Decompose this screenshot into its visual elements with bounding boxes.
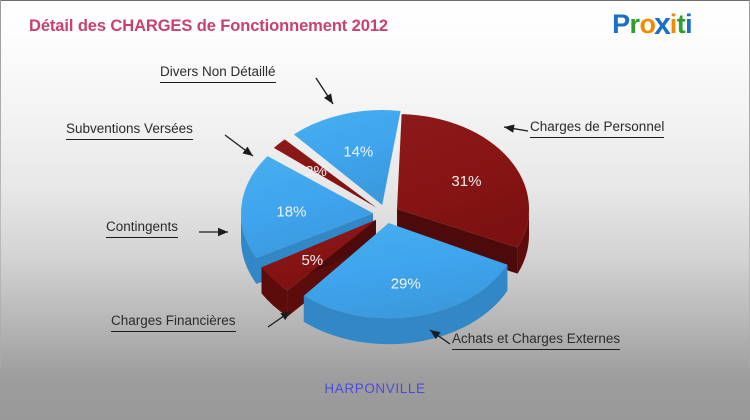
callout-leader-line [267,310,292,328]
pie-slice[interactable] [241,156,374,284]
logo-letter-i2: i [685,9,692,39]
pie-slice-rim [241,213,257,284]
proxiti-logo[interactable]: Proxiti [612,7,692,41]
callout-label-divers-non-detaille[interactable]: Divers Non Détaillé [160,64,276,83]
callout-label-charges-financieres[interactable]: Charges Financières [111,313,236,332]
callout-leader-line [503,126,529,132]
pie-slice-wall [261,219,376,294]
frame-border-left [0,0,1,368]
pie-slice-top[interactable] [397,114,530,248]
pie-slice-percent: 29% [391,276,421,293]
callout-arrow-icon [504,124,515,133]
pie-slice[interactable] [293,110,401,206]
callout-leader-line [224,134,254,157]
callout-arrow-icon [242,146,253,156]
pie-slice-percent: 2% [305,163,327,180]
callout-leader-line [429,329,451,345]
callout-label-charges-de-personnel[interactable]: Charges de Personnel [530,119,665,138]
pie-slice-percent: 5% [301,252,323,269]
logo-letter-p: P [612,9,630,39]
pie-slice-wall [287,219,376,317]
pie-slice[interactable] [303,223,508,345]
page-title: Détail des CHARGES de Fonctionnement 201… [29,17,388,35]
logo-letter-o: o [639,9,656,39]
pie-slice[interactable] [273,139,377,208]
pie-slice-top[interactable] [293,110,401,206]
logo-letter-r: r [629,9,641,39]
pie-slice-rim [261,267,288,317]
callout-leader-line [315,77,334,105]
pie-slice[interactable] [261,219,376,317]
pie-slice-top[interactable] [261,219,376,291]
pie-percent-labels: 14% 2% 31% 18% 5% 29% [276,144,481,293]
pie-slice-wall [388,223,508,291]
callout-arrow-icon [430,330,441,340]
pie-slice-wall [303,223,389,322]
logo-letter-t: t [676,9,686,39]
callout-arrow-icon [280,311,291,321]
frame-border-top [0,0,750,1]
pie-slice-top[interactable] [273,139,377,208]
callout-arrow-icon [218,227,228,237]
pie-slice-percent: 31% [451,173,481,190]
pie-slice-wall [397,209,518,274]
callout-arrow-icon [324,93,333,104]
pie-slices-group [241,110,530,345]
pie-slice[interactable] [397,114,530,274]
logo-letter-x: x [654,7,671,41]
commune-caption: HARPONVILLE [324,381,426,396]
pie-slice-top[interactable] [241,156,374,258]
pie-slice-rim [517,209,530,274]
pie-slice-wall [256,213,374,284]
callout-label-achats-et-charges-externes[interactable]: Achats et Charges Externes [452,331,621,350]
callout-label-subventions-versees[interactable]: Subventions Versées [66,121,193,140]
logo-letter-i1: i [669,9,677,39]
pie-slice-percent: 14% [343,144,373,161]
callout-label-contingents[interactable]: Contingents [106,219,179,238]
pie-slice-percent: 18% [276,204,306,221]
pie-slice-top[interactable] [303,223,508,319]
callout-leader-lines [199,77,529,345]
